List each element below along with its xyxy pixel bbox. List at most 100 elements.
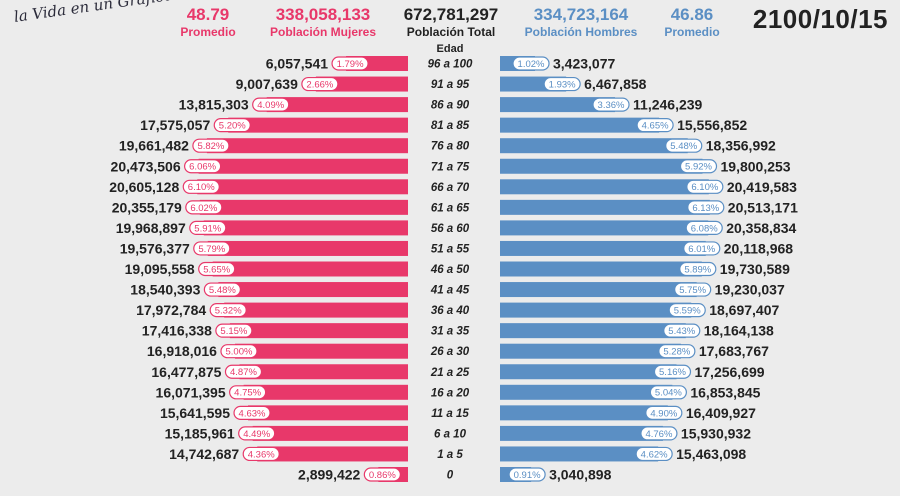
female-value-label: 17,416,338 — [142, 323, 212, 339]
age-label: 86 a 90 — [431, 100, 470, 112]
male-percent: 6.10% — [691, 182, 718, 193]
female-percent-pill — [301, 76, 339, 92]
male-bar — [500, 240, 706, 256]
female-bar — [243, 384, 408, 400]
male-value-label: 17,256,699 — [694, 364, 764, 380]
female-percent-pill — [203, 282, 241, 297]
male-percent: 0.91% — [514, 470, 541, 481]
male-percent: 5.48% — [670, 141, 697, 152]
male-value-label: 20,419,583 — [727, 179, 797, 195]
female-percent: 1.79% — [337, 59, 364, 70]
female-bar — [239, 364, 408, 380]
female-value-label: 19,661,482 — [119, 138, 189, 154]
female-percent: 2.66% — [306, 79, 333, 90]
male-percent-pill — [653, 364, 692, 379]
female-value-label: 16,071,395 — [156, 384, 226, 400]
promedio-hombres-value: 46.86 — [670, 5, 714, 24]
age-label: 71 a 75 — [431, 161, 470, 173]
age-label: 76 a 80 — [431, 141, 470, 153]
female-value-label: 15,641,595 — [160, 405, 230, 421]
female-value-label: 6,057,541 — [266, 56, 328, 72]
female-bar — [203, 220, 408, 236]
male-value-label: 20,358,834 — [726, 220, 796, 236]
male-percent: 4.62% — [641, 449, 668, 460]
female-percent-pill — [185, 200, 223, 215]
male-percent-pill — [679, 159, 718, 174]
male-percent-pill — [658, 344, 696, 359]
female-percent: 5.65% — [203, 264, 230, 275]
female-percent: 4.09% — [257, 100, 284, 111]
female-percent-pill — [252, 97, 290, 112]
female-value-label: 19,095,558 — [125, 261, 195, 277]
male-percent-pill — [508, 467, 546, 482]
male-bar — [500, 343, 681, 359]
male-value-label: 3,040,898 — [549, 467, 611, 483]
male-value-label: 18,164,138 — [704, 323, 774, 339]
male-percent: 5.75% — [679, 285, 706, 296]
male-percent-pill — [687, 200, 725, 215]
male-value-label: 3,423,077 — [553, 56, 615, 72]
female-percent-pill — [182, 179, 220, 194]
age-label: 96 a 100 — [428, 59, 473, 71]
male-bar — [500, 179, 709, 195]
male-bar — [500, 97, 616, 113]
female-bar — [315, 76, 408, 92]
male-percent-pill — [663, 323, 701, 338]
age-label: 46 a 50 — [430, 264, 470, 276]
male-value-label: 15,556,852 — [677, 117, 747, 133]
male-bar — [500, 117, 660, 133]
male-percent-pill — [645, 405, 683, 420]
poblacion-mujeres-value: 338,058,133 — [275, 5, 371, 24]
male-value-label: 15,463,098 — [676, 446, 746, 462]
male-percent: 5.16% — [659, 367, 686, 378]
male-percent: 3.36% — [598, 100, 625, 111]
male-percent-pill — [649, 385, 687, 400]
female-bar — [228, 117, 408, 133]
female-percent: 4.49% — [243, 429, 270, 440]
age-label: 36 a 40 — [431, 305, 470, 317]
male-percent: 4.65% — [642, 121, 669, 132]
male-percent: 5.59% — [674, 306, 701, 317]
male-percent-pill — [665, 138, 703, 153]
female-value-label: 9,007,639 — [236, 76, 298, 92]
poblacion-mujeres: 338,058,133 Población Mujeres — [258, 5, 388, 39]
age-label: 66 a 70 — [431, 182, 470, 194]
male-percent: 4.76% — [645, 429, 672, 440]
male-percent-pill — [635, 446, 673, 462]
male-percent: 6.08% — [691, 223, 718, 234]
poblacion-mujeres-label: Población Mujeres — [269, 25, 377, 39]
female-bar — [218, 282, 408, 298]
female-percent-pill — [215, 323, 253, 338]
promedio-hombres-label: Promedio — [664, 25, 720, 39]
female-percent-pill — [209, 303, 247, 318]
header: la Vida en un Gráfico 48.79 Promedio 338… — [0, 0, 900, 44]
female-percent: 4.87% — [230, 367, 257, 378]
male-percent-pill — [636, 118, 674, 133]
male-percent: 6.13% — [692, 203, 719, 214]
age-label: 56 a 60 — [431, 223, 470, 235]
female-bar — [198, 158, 408, 174]
male-bar — [500, 425, 663, 441]
female-percent: 5.00% — [226, 347, 253, 358]
female-percent: 5.20% — [219, 121, 246, 132]
female-percent: 6.02% — [190, 203, 217, 214]
female-percent-pill — [192, 138, 230, 153]
male-bar — [500, 282, 697, 298]
age-label: 61 a 65 — [431, 202, 470, 214]
age-label: 26 a 30 — [430, 346, 470, 358]
male-bar — [500, 158, 703, 174]
female-bar — [248, 405, 408, 421]
female-value-label: 16,477,875 — [151, 364, 221, 380]
female-percent-pill — [184, 159, 222, 174]
promedio-mujeres-label: Promedio — [180, 25, 236, 39]
female-percent-pill — [242, 446, 280, 462]
female-value-label: 13,815,303 — [179, 97, 249, 113]
male-value-label: 20,118,968 — [724, 240, 794, 256]
male-percent-pill — [512, 56, 550, 71]
age-label: 31 a 35 — [431, 326, 470, 338]
poblacion-hombres-value: 334,723,164 — [533, 5, 629, 24]
female-percent-pill — [229, 385, 267, 400]
male-percent-pill — [683, 241, 721, 256]
male-value-label: 15,930,932 — [681, 425, 751, 441]
